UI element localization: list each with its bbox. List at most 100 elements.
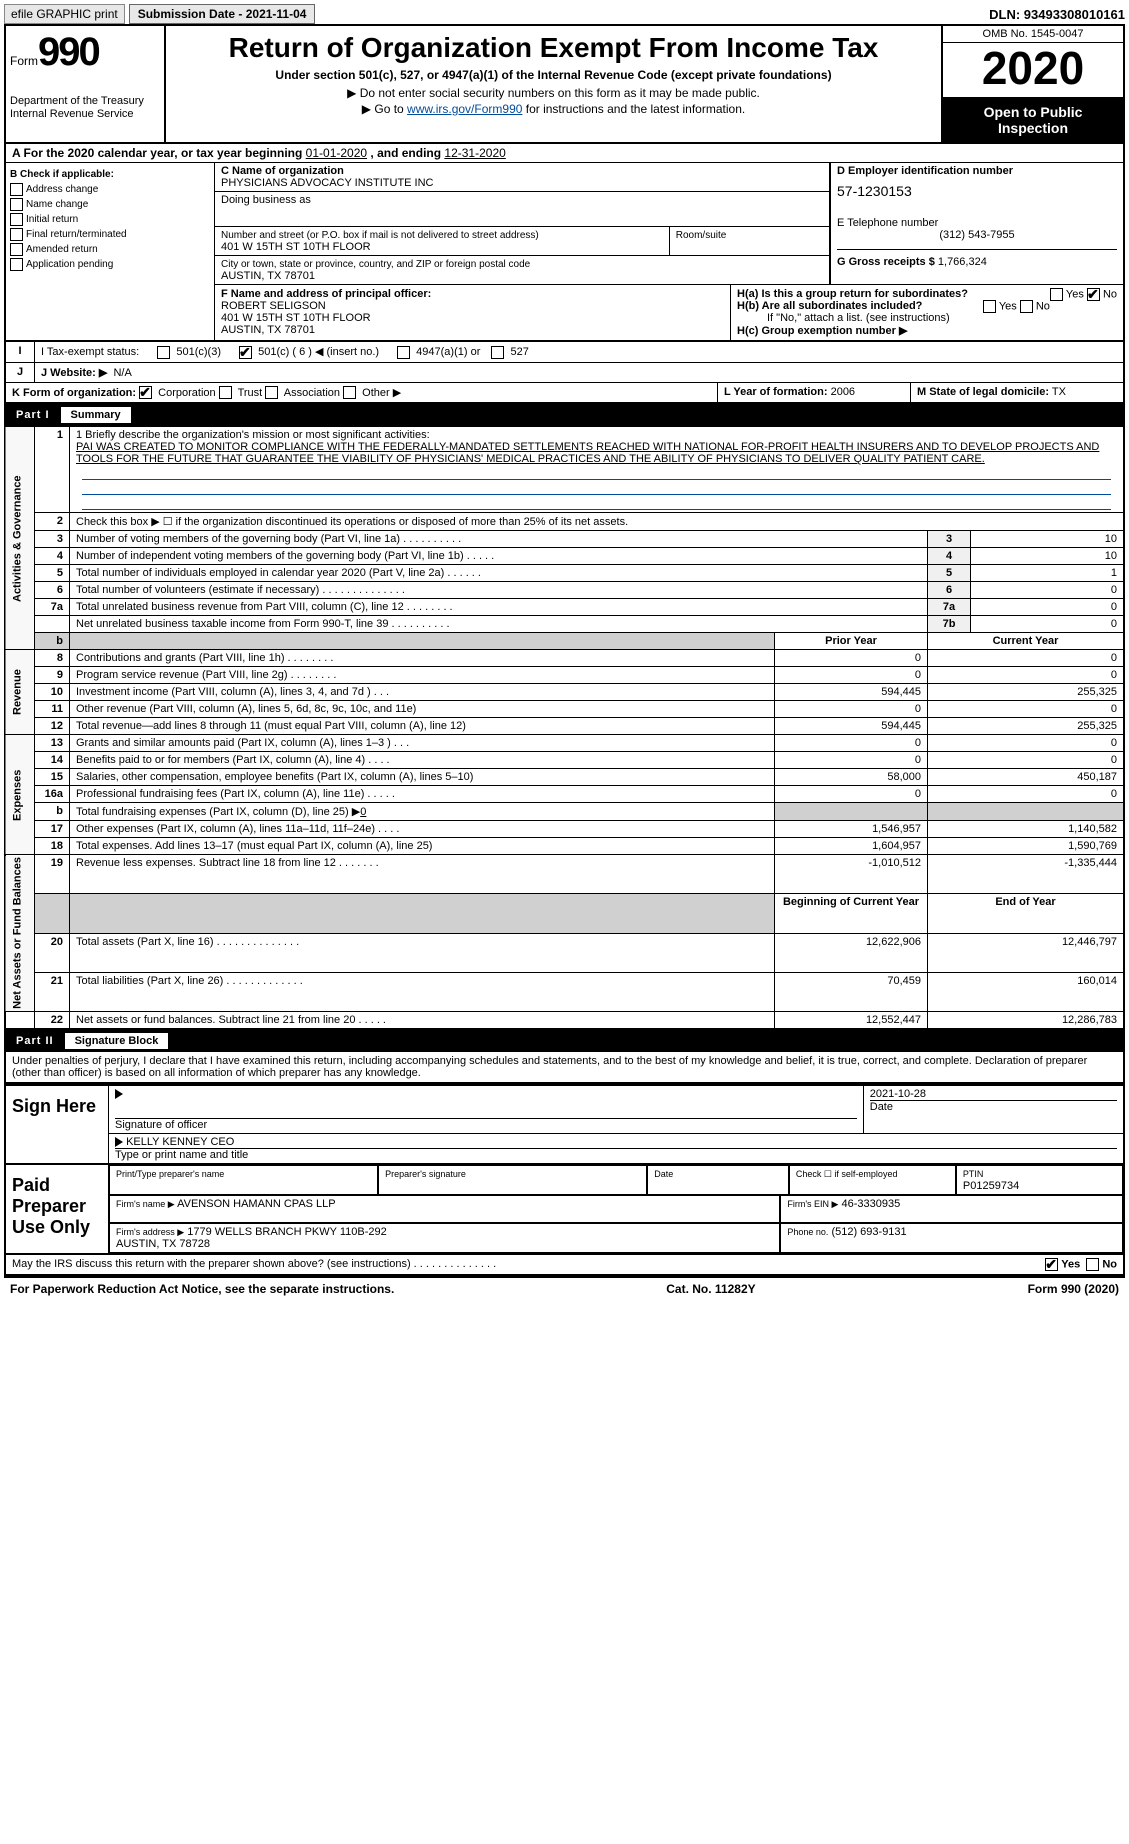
preparer-name-label: Print/Type preparer's name xyxy=(116,1169,224,1179)
discuss-no-checkbox[interactable] xyxy=(1086,1258,1099,1271)
line-6: Total number of volunteers (estimate if … xyxy=(70,582,928,599)
form-word: Form xyxy=(10,54,38,68)
page-footer: For Paperwork Reduction Act Notice, see … xyxy=(4,1276,1125,1300)
line-17: Other expenses (Part IX, column (A), lin… xyxy=(70,821,775,838)
org-name-label: C Name of organization xyxy=(221,165,344,177)
city-value: AUSTIN, TX 78701 xyxy=(221,270,315,282)
name-arrow-icon xyxy=(115,1137,123,1147)
hb-no-checkbox[interactable] xyxy=(1020,300,1033,313)
line-8: Contributions and grants (Part VIII, lin… xyxy=(70,650,775,667)
final-return-checkbox[interactable] xyxy=(10,228,23,241)
line-22: Net assets or fund balances. Subtract li… xyxy=(70,1012,775,1030)
officer-addr1: 401 W 15TH ST 10TH FLOOR xyxy=(221,312,371,324)
summary-table: Activities & Governance 1 1 Briefly desc… xyxy=(4,426,1125,1030)
signature-block: Sign Here Signature of officer 2021-10-2… xyxy=(4,1084,1125,1255)
other-checkbox[interactable] xyxy=(343,386,356,399)
firm-phone: (512) 693-9131 xyxy=(831,1226,906,1238)
firm-name: AVENSON HAMANN CPAS LLP xyxy=(177,1198,336,1210)
submission-date-button[interactable]: Submission Date - 2021-11-04 xyxy=(129,4,316,24)
open-inspection-badge: Open to Public Inspection xyxy=(943,98,1123,142)
line-7b: Net unrelated business taxable income fr… xyxy=(70,616,928,633)
name-change-checkbox[interactable] xyxy=(10,198,23,211)
section-i: I I Tax-exempt status: 501(c)(3) 501(c) … xyxy=(4,342,1125,363)
beginning-year-header: Beginning of Current Year xyxy=(775,894,928,933)
address-change-checkbox[interactable] xyxy=(10,183,23,196)
self-employed-check: Check ☐ if self-employed xyxy=(796,1169,898,1179)
line-7a: Total unrelated business revenue from Pa… xyxy=(70,599,928,616)
signature-arrow-icon xyxy=(115,1089,123,1099)
amended-return-checkbox[interactable] xyxy=(10,243,23,256)
trust-checkbox[interactable] xyxy=(219,386,232,399)
line-11: Other revenue (Part VIII, column (A), li… xyxy=(70,701,775,718)
officer-addr2: AUSTIN, TX 78701 xyxy=(221,324,315,336)
city-label: City or town, state or province, country… xyxy=(221,259,530,270)
website-value: N/A xyxy=(113,367,131,379)
end-year-header: End of Year xyxy=(928,894,1125,933)
line-9: Program service revenue (Part VIII, line… xyxy=(70,667,775,684)
footer-left: For Paperwork Reduction Act Notice, see … xyxy=(10,1282,394,1296)
501c3-checkbox[interactable] xyxy=(157,346,170,359)
ha-yes-checkbox[interactable] xyxy=(1050,288,1063,301)
val-7b: 0 xyxy=(971,616,1125,633)
line-13: Grants and similar amounts paid (Part IX… xyxy=(70,735,775,752)
corporation-checkbox[interactable] xyxy=(139,386,152,399)
line-15: Salaries, other compensation, employee b… xyxy=(70,769,775,786)
room-label: Room/suite xyxy=(676,230,727,241)
footer-cat: Cat. No. 11282Y xyxy=(666,1282,755,1296)
ssn-note: ▶ Do not enter social security numbers o… xyxy=(176,86,931,100)
line-16a: Professional fundraising fees (Part IX, … xyxy=(70,786,775,803)
section-b: B Check if applicable: Address change Na… xyxy=(6,163,215,340)
phone-label: E Telephone number xyxy=(837,217,938,229)
officer-label: F Name and address of principal officer: xyxy=(221,288,431,300)
val-6: 0 xyxy=(971,582,1125,599)
preparer-sig-label: Preparer's signature xyxy=(385,1169,466,1179)
501c-checkbox[interactable] xyxy=(239,346,252,359)
line-12: Total revenue—add lines 8 through 11 (mu… xyxy=(70,718,775,735)
mission-text: PAI WAS CREATED TO MONITOR COMPLIANCE WI… xyxy=(76,441,1099,465)
header-grid: B Check if applicable: Address change Na… xyxy=(4,163,1125,342)
mission-label: 1 Briefly describe the organization's mi… xyxy=(76,429,430,441)
line-5: Total number of individuals employed in … xyxy=(70,565,928,582)
h-b-note: If "No," attach a list. (see instruction… xyxy=(737,312,1117,324)
line-3: Number of voting members of the governin… xyxy=(70,531,928,548)
street-label: Number and street (or P.O. box if mail i… xyxy=(221,230,539,241)
ha-no-checkbox[interactable] xyxy=(1087,288,1100,301)
gross-receipts-value: 1,766,324 xyxy=(938,256,987,268)
gross-receipts-label: G Gross receipts $ xyxy=(837,256,935,268)
h-c-label: H(c) Group exemption number ▶ xyxy=(737,325,907,337)
dba-label: Doing business as xyxy=(221,194,311,206)
527-checkbox[interactable] xyxy=(491,346,504,359)
ptin-value: P01259734 xyxy=(963,1180,1019,1192)
hb-yes-checkbox[interactable] xyxy=(983,300,996,313)
section-j: J J Website: ▶ N/A xyxy=(4,363,1125,383)
efile-label: efile GRAPHIC print xyxy=(4,4,125,24)
year-formation: 2006 xyxy=(831,386,855,398)
discuss-yes-checkbox[interactable] xyxy=(1045,1258,1058,1271)
form-number: 990 xyxy=(38,30,99,74)
phone-value: (312) 543-7955 xyxy=(837,229,1117,241)
h-a-label: H(a) Is this a group return for subordin… xyxy=(737,288,968,300)
line-2: Check this box ▶ ☐ if the organization d… xyxy=(70,513,1125,531)
ein-value: 57-1230153 xyxy=(837,177,1117,199)
officer-name: ROBERT SELIGSON xyxy=(221,300,326,312)
governance-vlabel: Activities & Governance xyxy=(5,427,35,650)
top-bar: efile GRAPHIC print Submission Date - 20… xyxy=(4,4,1125,24)
form-subtitle: Under section 501(c), 527, or 4947(a)(1)… xyxy=(176,68,931,82)
4947-checkbox[interactable] xyxy=(397,346,410,359)
h-b-label: H(b) Are all subordinates included? xyxy=(737,300,922,312)
paid-preparer-label: Paid Preparer Use Only xyxy=(6,1165,109,1253)
instructions-link[interactable]: www.irs.gov/Form990 xyxy=(407,102,522,116)
form-header: Form990 Department of the Treasury Inter… xyxy=(4,24,1125,144)
org-name: PHYSICIANS ADVOCACY INSTITUTE INC xyxy=(221,177,434,189)
state-domicile: TX xyxy=(1052,386,1066,398)
instructions-note: ▶ Go to www.irs.gov/Form990 for instruct… xyxy=(176,102,931,116)
initial-return-checkbox[interactable] xyxy=(10,213,23,226)
discuss-row: May the IRS discuss this return with the… xyxy=(4,1255,1125,1276)
line-14: Benefits paid to or for members (Part IX… xyxy=(70,752,775,769)
application-pending-checkbox[interactable] xyxy=(10,258,23,271)
association-checkbox[interactable] xyxy=(265,386,278,399)
part-2-header: Part II Signature Block xyxy=(4,1030,1125,1052)
penalties-statement: Under penalties of perjury, I declare th… xyxy=(4,1052,1125,1084)
department-label: Department of the Treasury Internal Reve… xyxy=(10,95,160,121)
ein-label: D Employer identification number xyxy=(837,165,1013,177)
